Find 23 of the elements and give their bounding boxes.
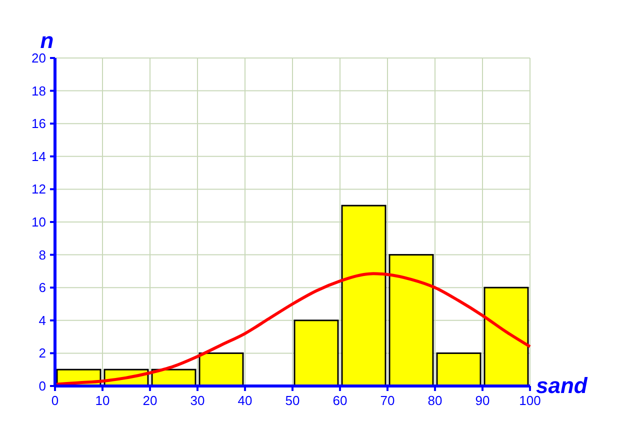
y-tick-label: 6 bbox=[38, 280, 46, 296]
x-tick-label: 20 bbox=[142, 393, 158, 408]
x-tick-label: 30 bbox=[190, 393, 205, 408]
x-tick-label: 60 bbox=[332, 393, 348, 408]
y-tick-label: 0 bbox=[38, 378, 46, 394]
y-tick-label: 2 bbox=[38, 346, 46, 361]
y-tick-label: 12 bbox=[32, 182, 46, 197]
y-tick-label: 10 bbox=[32, 214, 46, 230]
y-tick-label: 16 bbox=[32, 116, 46, 132]
y-tick-label: 20 bbox=[32, 50, 46, 66]
x-tick-label: 70 bbox=[380, 393, 395, 408]
y-tick-label: 18 bbox=[32, 83, 46, 98]
y-tick-label: 4 bbox=[38, 312, 46, 328]
x-tick-label: 50 bbox=[285, 393, 300, 408]
x-tick-label: 90 bbox=[475, 393, 490, 408]
x-tick-label: 80 bbox=[428, 393, 442, 408]
x-tick-label: 10 bbox=[95, 393, 110, 408]
y-tick-label: 14 bbox=[32, 148, 46, 164]
x-tick-label: 100 bbox=[519, 393, 541, 408]
y-tick-label: 8 bbox=[38, 247, 46, 262]
y-axis-title: n bbox=[40, 28, 54, 53]
x-tick-label: 40 bbox=[238, 393, 252, 408]
x-tick-label: 0 bbox=[51, 393, 59, 408]
